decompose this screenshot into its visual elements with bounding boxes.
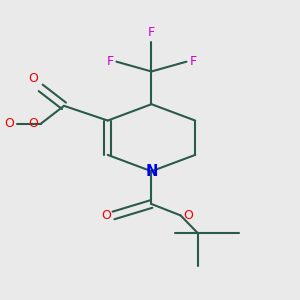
- Text: N: N: [145, 164, 158, 179]
- Text: O: O: [28, 117, 38, 130]
- Text: O: O: [184, 209, 194, 222]
- Text: F: F: [106, 55, 113, 68]
- Text: O: O: [4, 117, 14, 130]
- Text: F: F: [189, 55, 197, 68]
- Text: O: O: [28, 72, 38, 85]
- Text: F: F: [148, 26, 155, 39]
- Text: O: O: [101, 209, 111, 222]
